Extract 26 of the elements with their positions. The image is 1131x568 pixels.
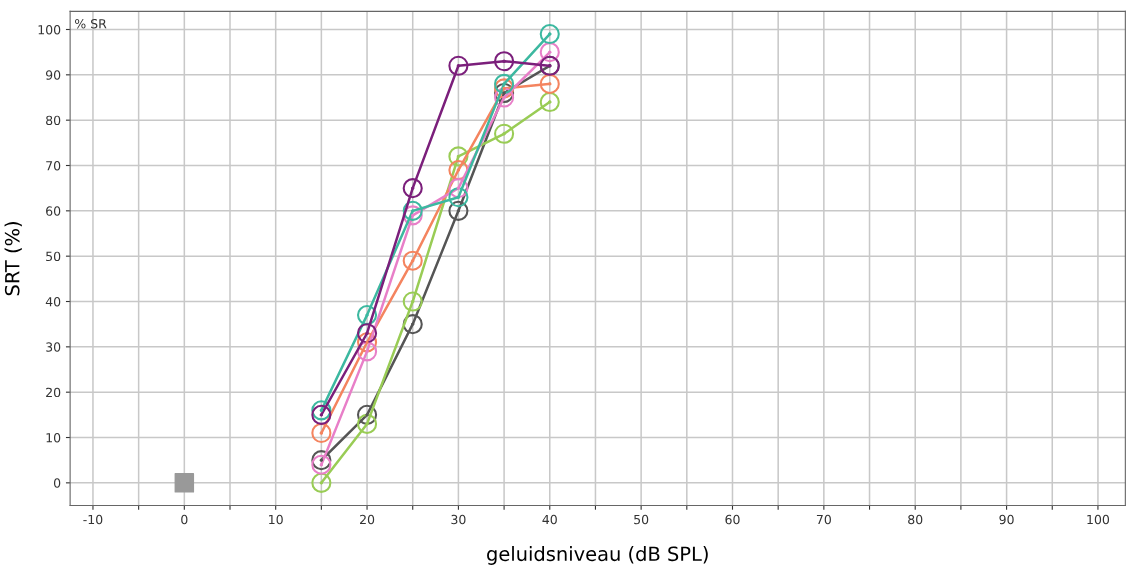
x-tick-label: 50	[634, 514, 649, 525]
x-tick-label: -10	[83, 514, 103, 525]
y-tick-label: 40	[45, 296, 61, 307]
x-tick-label: 90	[999, 514, 1014, 525]
y-tick-label: 10	[46, 432, 61, 443]
y-tick-label: 100	[38, 24, 61, 35]
y-tick-label: 60	[46, 206, 61, 216]
x-tick-label: 0	[181, 514, 188, 525]
x-tick-label: 30	[451, 514, 466, 525]
y-tick-label: 0	[53, 478, 61, 488]
annotation: % SR	[75, 18, 107, 29]
y-tick-label: 70	[46, 160, 61, 171]
y-tick-label: 30	[46, 342, 61, 352]
y-tick-label: 90	[45, 70, 61, 80]
y-axis-title: SRT (%)	[4, 222, 22, 296]
y-tick-label: 80	[46, 115, 61, 126]
x-tick-label: 10	[269, 514, 283, 525]
x-tick-label: 80	[908, 514, 923, 525]
x-tick-label: 60	[725, 514, 740, 525]
x-axis-title: geluidsniveau (dB SPL)	[487, 546, 708, 565]
x-tick-label: 40	[542, 514, 557, 525]
x-tick-label: 20	[360, 514, 375, 525]
x-tick-label: 100	[1087, 514, 1110, 525]
y-tick-label: 20	[46, 387, 61, 398]
x-tick-label: 70	[816, 514, 831, 525]
y-tick-label: 50	[46, 251, 61, 262]
